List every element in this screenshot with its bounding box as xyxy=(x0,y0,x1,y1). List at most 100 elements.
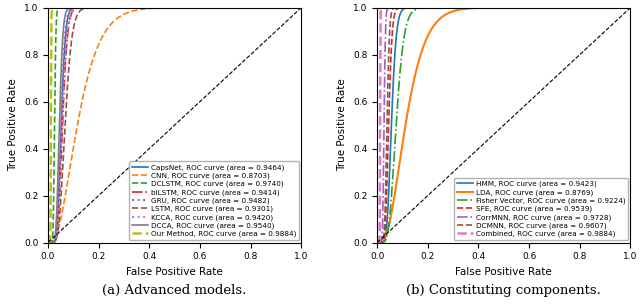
SFE, ROC curve (area = 0.9539) xyxy=(525,6,532,10)
DCLSTM, ROC curve (area = 0.9740) xyxy=(66,6,74,10)
HMM, ROC curve (area = 0.9423) xyxy=(495,6,503,10)
DCMNN, ROC curve (area = 0.9607) xyxy=(373,241,381,244)
GRU, ROC curve (area = 0.9482) xyxy=(298,6,305,10)
CorrMNN, ROC curve (area = 0.9728) xyxy=(373,241,381,244)
Combined, ROC curve (area = 0.9884) xyxy=(525,6,532,10)
DCMNN, ROC curve (area = 0.9607) xyxy=(525,6,532,10)
DCCA, ROC curve (area = 0.9540) xyxy=(195,6,203,10)
HMM, ROC curve (area = 0.9423) xyxy=(451,6,459,10)
DCCA, ROC curve (area = 0.9540) xyxy=(298,6,305,10)
Our Method, ROC curve (area = 0.9884) xyxy=(51,6,59,10)
CNN, ROC curve (area = 0.8703) xyxy=(298,6,305,10)
Combined, ROC curve (area = 0.9884) xyxy=(373,241,381,244)
DCMNN, ROC curve (area = 0.9607) xyxy=(621,6,628,10)
Fisher Vector, ROC curve (area = 0.9224) xyxy=(511,6,518,10)
KCCA, ROC curve (area = 0.9420) xyxy=(195,6,203,10)
LSTM, ROC curve (area = 0.9301) xyxy=(292,6,300,10)
DCCA, ROC curve (area = 0.9540) xyxy=(182,6,189,10)
Our Method, ROC curve (area = 0.9884) xyxy=(182,6,189,10)
CorrMNN, ROC curve (area = 0.9728) xyxy=(511,6,518,10)
LSTM, ROC curve (area = 0.9301) xyxy=(252,6,260,10)
DCCA, ROC curve (area = 0.9540) xyxy=(166,6,174,10)
DCCA, ROC curve (area = 0.9540) xyxy=(252,6,260,10)
CapsNet, ROC curve (area = 0.9464) xyxy=(292,6,300,10)
Text: (a) Advanced models.: (a) Advanced models. xyxy=(102,284,247,297)
KCCA, ROC curve (area = 0.9420) xyxy=(252,6,260,10)
Legend: CapsNet, ROC curve (area = 0.9464), CNN, ROC curve (area = 0.8703), DCLSTM, ROC : CapsNet, ROC curve (area = 0.9464), CNN,… xyxy=(129,161,299,240)
DCCA, ROC curve (area = 0.9540) xyxy=(44,241,52,244)
Combined, ROC curve (area = 0.9884) xyxy=(627,6,634,10)
Combined, ROC curve (area = 0.9884) xyxy=(495,6,503,10)
DCMNN, ROC curve (area = 0.9607) xyxy=(494,6,502,10)
HMM, ROC curve (area = 0.9423) xyxy=(373,241,381,244)
Legend: HMM, ROC curve (area = 0.9423), LDA, ROC curve (area = 0.8769), Fisher Vector, R: HMM, ROC curve (area = 0.9423), LDA, ROC… xyxy=(454,178,628,240)
DCMNN, ROC curve (area = 0.9607) xyxy=(412,6,420,10)
DCLSTM, ROC curve (area = 0.9740) xyxy=(195,6,203,10)
GRU, ROC curve (area = 0.9482) xyxy=(292,6,300,10)
KCCA, ROC curve (area = 0.9420) xyxy=(166,6,174,10)
CNN, ROC curve (area = 0.8703) xyxy=(195,6,202,10)
Line: KCCA, ROC curve (area = 0.9420): KCCA, ROC curve (area = 0.9420) xyxy=(48,8,301,243)
biLSTM, ROC curve (area = 0.9414) xyxy=(166,6,174,10)
LDA, ROC curve (area = 0.8769) xyxy=(621,6,628,10)
biLSTM, ROC curve (area = 0.9414) xyxy=(252,6,260,10)
CNN, ROC curve (area = 0.8703) xyxy=(181,6,189,10)
DCLSTM, ROC curve (area = 0.9740) xyxy=(292,6,300,10)
X-axis label: False Positive Rate: False Positive Rate xyxy=(456,267,552,277)
CorrMNN, ROC curve (area = 0.9728) xyxy=(627,6,634,10)
DCCA, ROC curve (area = 0.9540) xyxy=(165,6,173,10)
CapsNet, ROC curve (area = 0.9464) xyxy=(298,6,305,10)
HMM, ROC curve (area = 0.9423) xyxy=(494,6,502,10)
HMM, ROC curve (area = 0.9423) xyxy=(581,6,589,10)
GRU, ROC curve (area = 0.9482) xyxy=(195,6,203,10)
SFE, ROC curve (area = 0.9539) xyxy=(494,6,502,10)
CapsNet, ROC curve (area = 0.9464) xyxy=(195,6,203,10)
CorrMNN, ROC curve (area = 0.9728) xyxy=(621,6,628,10)
KCCA, ROC curve (area = 0.9420) xyxy=(122,6,129,10)
LDA, ROC curve (area = 0.8769) xyxy=(608,6,616,10)
LSTM, ROC curve (area = 0.9301) xyxy=(165,6,173,10)
DCLSTM, ROC curve (area = 0.9740) xyxy=(166,6,174,10)
SFE, ROC curve (area = 0.9539) xyxy=(495,6,503,10)
biLSTM, ROC curve (area = 0.9414) xyxy=(122,6,130,10)
KCCA, ROC curve (area = 0.9420) xyxy=(165,6,173,10)
Fisher Vector, ROC curve (area = 0.9224) xyxy=(581,6,589,10)
Fisher Vector, ROC curve (area = 0.9224) xyxy=(495,6,503,10)
DCLSTM, ROC curve (area = 0.9740) xyxy=(165,6,173,10)
DCCA, ROC curve (area = 0.9540) xyxy=(99,6,107,10)
DCMNN, ROC curve (area = 0.9607) xyxy=(511,6,518,10)
Our Method, ROC curve (area = 0.9884) xyxy=(166,6,174,10)
LDA, ROC curve (area = 0.8769) xyxy=(581,6,589,10)
CNN, ROC curve (area = 0.8703) xyxy=(252,6,259,10)
SFE, ROC curve (area = 0.9539) xyxy=(621,6,628,10)
GRU, ROC curve (area = 0.9482) xyxy=(252,6,260,10)
LSTM, ROC curve (area = 0.9301) xyxy=(44,241,52,244)
GRU, ROC curve (area = 0.9482) xyxy=(166,6,174,10)
Combined, ROC curve (area = 0.9884) xyxy=(621,6,628,10)
CapsNet, ROC curve (area = 0.9464) xyxy=(44,241,52,244)
biLSTM, ROC curve (area = 0.9414) xyxy=(195,6,203,10)
biLSTM, ROC curve (area = 0.9414) xyxy=(292,6,300,10)
Y-axis label: True Positive Rate: True Positive Rate xyxy=(8,79,19,172)
CorrMNN, ROC curve (area = 0.9728) xyxy=(396,6,404,10)
LDA, ROC curve (area = 0.8769) xyxy=(524,6,532,10)
LSTM, ROC curve (area = 0.9301) xyxy=(182,6,189,10)
LSTM, ROC curve (area = 0.9301) xyxy=(298,6,305,10)
CapsNet, ROC curve (area = 0.9464) xyxy=(252,6,260,10)
CorrMNN, ROC curve (area = 0.9728) xyxy=(581,6,589,10)
GRU, ROC curve (area = 0.9482) xyxy=(44,241,52,244)
Line: DCLSTM, ROC curve (area = 0.9740): DCLSTM, ROC curve (area = 0.9740) xyxy=(48,8,301,243)
Line: CapsNet, ROC curve (area = 0.9464): CapsNet, ROC curve (area = 0.9464) xyxy=(48,8,301,243)
Fisher Vector, ROC curve (area = 0.9224) xyxy=(525,6,532,10)
Our Method, ROC curve (area = 0.9884) xyxy=(298,6,305,10)
Line: SFE, ROC curve (area = 0.9539): SFE, ROC curve (area = 0.9539) xyxy=(377,8,630,243)
DCLSTM, ROC curve (area = 0.9740) xyxy=(182,6,189,10)
HMM, ROC curve (area = 0.9423) xyxy=(627,6,634,10)
Line: Our Method, ROC curve (area = 0.9884): Our Method, ROC curve (area = 0.9884) xyxy=(48,8,301,243)
GRU, ROC curve (area = 0.9482) xyxy=(110,6,118,10)
DCMNN, ROC curve (area = 0.9607) xyxy=(495,6,503,10)
Our Method, ROC curve (area = 0.9884) xyxy=(252,6,260,10)
Line: DCCA, ROC curve (area = 0.9540): DCCA, ROC curve (area = 0.9540) xyxy=(48,8,301,243)
Combined, ROC curve (area = 0.9884) xyxy=(511,6,518,10)
Our Method, ROC curve (area = 0.9884) xyxy=(292,6,300,10)
